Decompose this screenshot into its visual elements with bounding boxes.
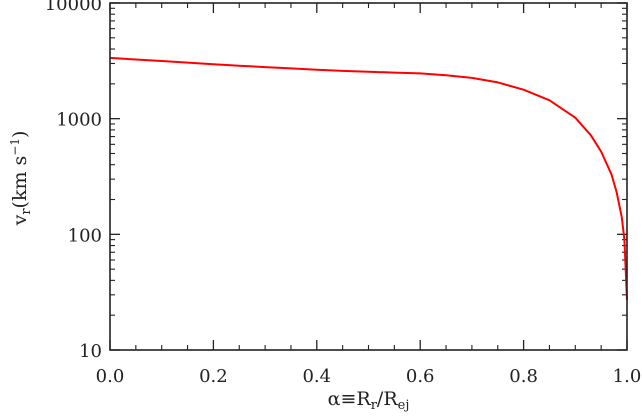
- x-title-equiv: ≡: [340, 388, 356, 410]
- x-tick-label: 1.0: [613, 366, 642, 387]
- plot-frame: [109, 2, 628, 351]
- x-tick-label: 0.4: [302, 366, 331, 387]
- y-axis-title: vr(km s−1): [8, 131, 34, 227]
- x-title-num-sub: r: [371, 398, 378, 413]
- y-title-sub: r: [19, 208, 34, 215]
- y-tick-label: 10: [79, 341, 102, 362]
- y-tick-label: 10000: [45, 0, 102, 15]
- y-title-main: v: [9, 214, 31, 226]
- y-title-unit-close: ): [9, 131, 31, 138]
- x-title-slash: /: [377, 388, 384, 410]
- x-title-den: R: [383, 388, 398, 410]
- x-tick-label: 0.6: [406, 366, 435, 387]
- x-title-den-sub: ej: [398, 398, 410, 413]
- series-layer: [109, 56, 628, 301]
- x-title-greek: α: [328, 388, 341, 410]
- y-tick-label: 100: [68, 225, 102, 246]
- y-tick-label: 1000: [56, 110, 102, 131]
- x-title-num: R: [356, 388, 371, 410]
- x-axis-ticks: 0.0 0.2 0.4 0.6 0.8 1.0: [96, 3, 642, 387]
- x-tick-label: 0.2: [199, 366, 228, 387]
- x-tick-label: 0.0: [96, 366, 125, 387]
- y-title-unit-open: (km s: [9, 156, 31, 209]
- y-title-sup: −1: [8, 138, 22, 156]
- x-tick-label: 0.8: [509, 366, 538, 387]
- y-axis-ticks: 10 100 1000 10000: [45, 0, 627, 362]
- series-line: [109, 56, 628, 301]
- x-axis-title: α≡Rr/Rej: [328, 388, 410, 413]
